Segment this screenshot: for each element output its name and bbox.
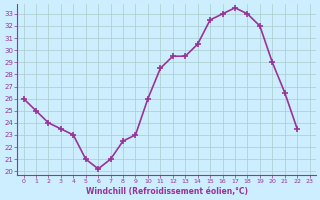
- X-axis label: Windchill (Refroidissement éolien,°C): Windchill (Refroidissement éolien,°C): [85, 187, 248, 196]
